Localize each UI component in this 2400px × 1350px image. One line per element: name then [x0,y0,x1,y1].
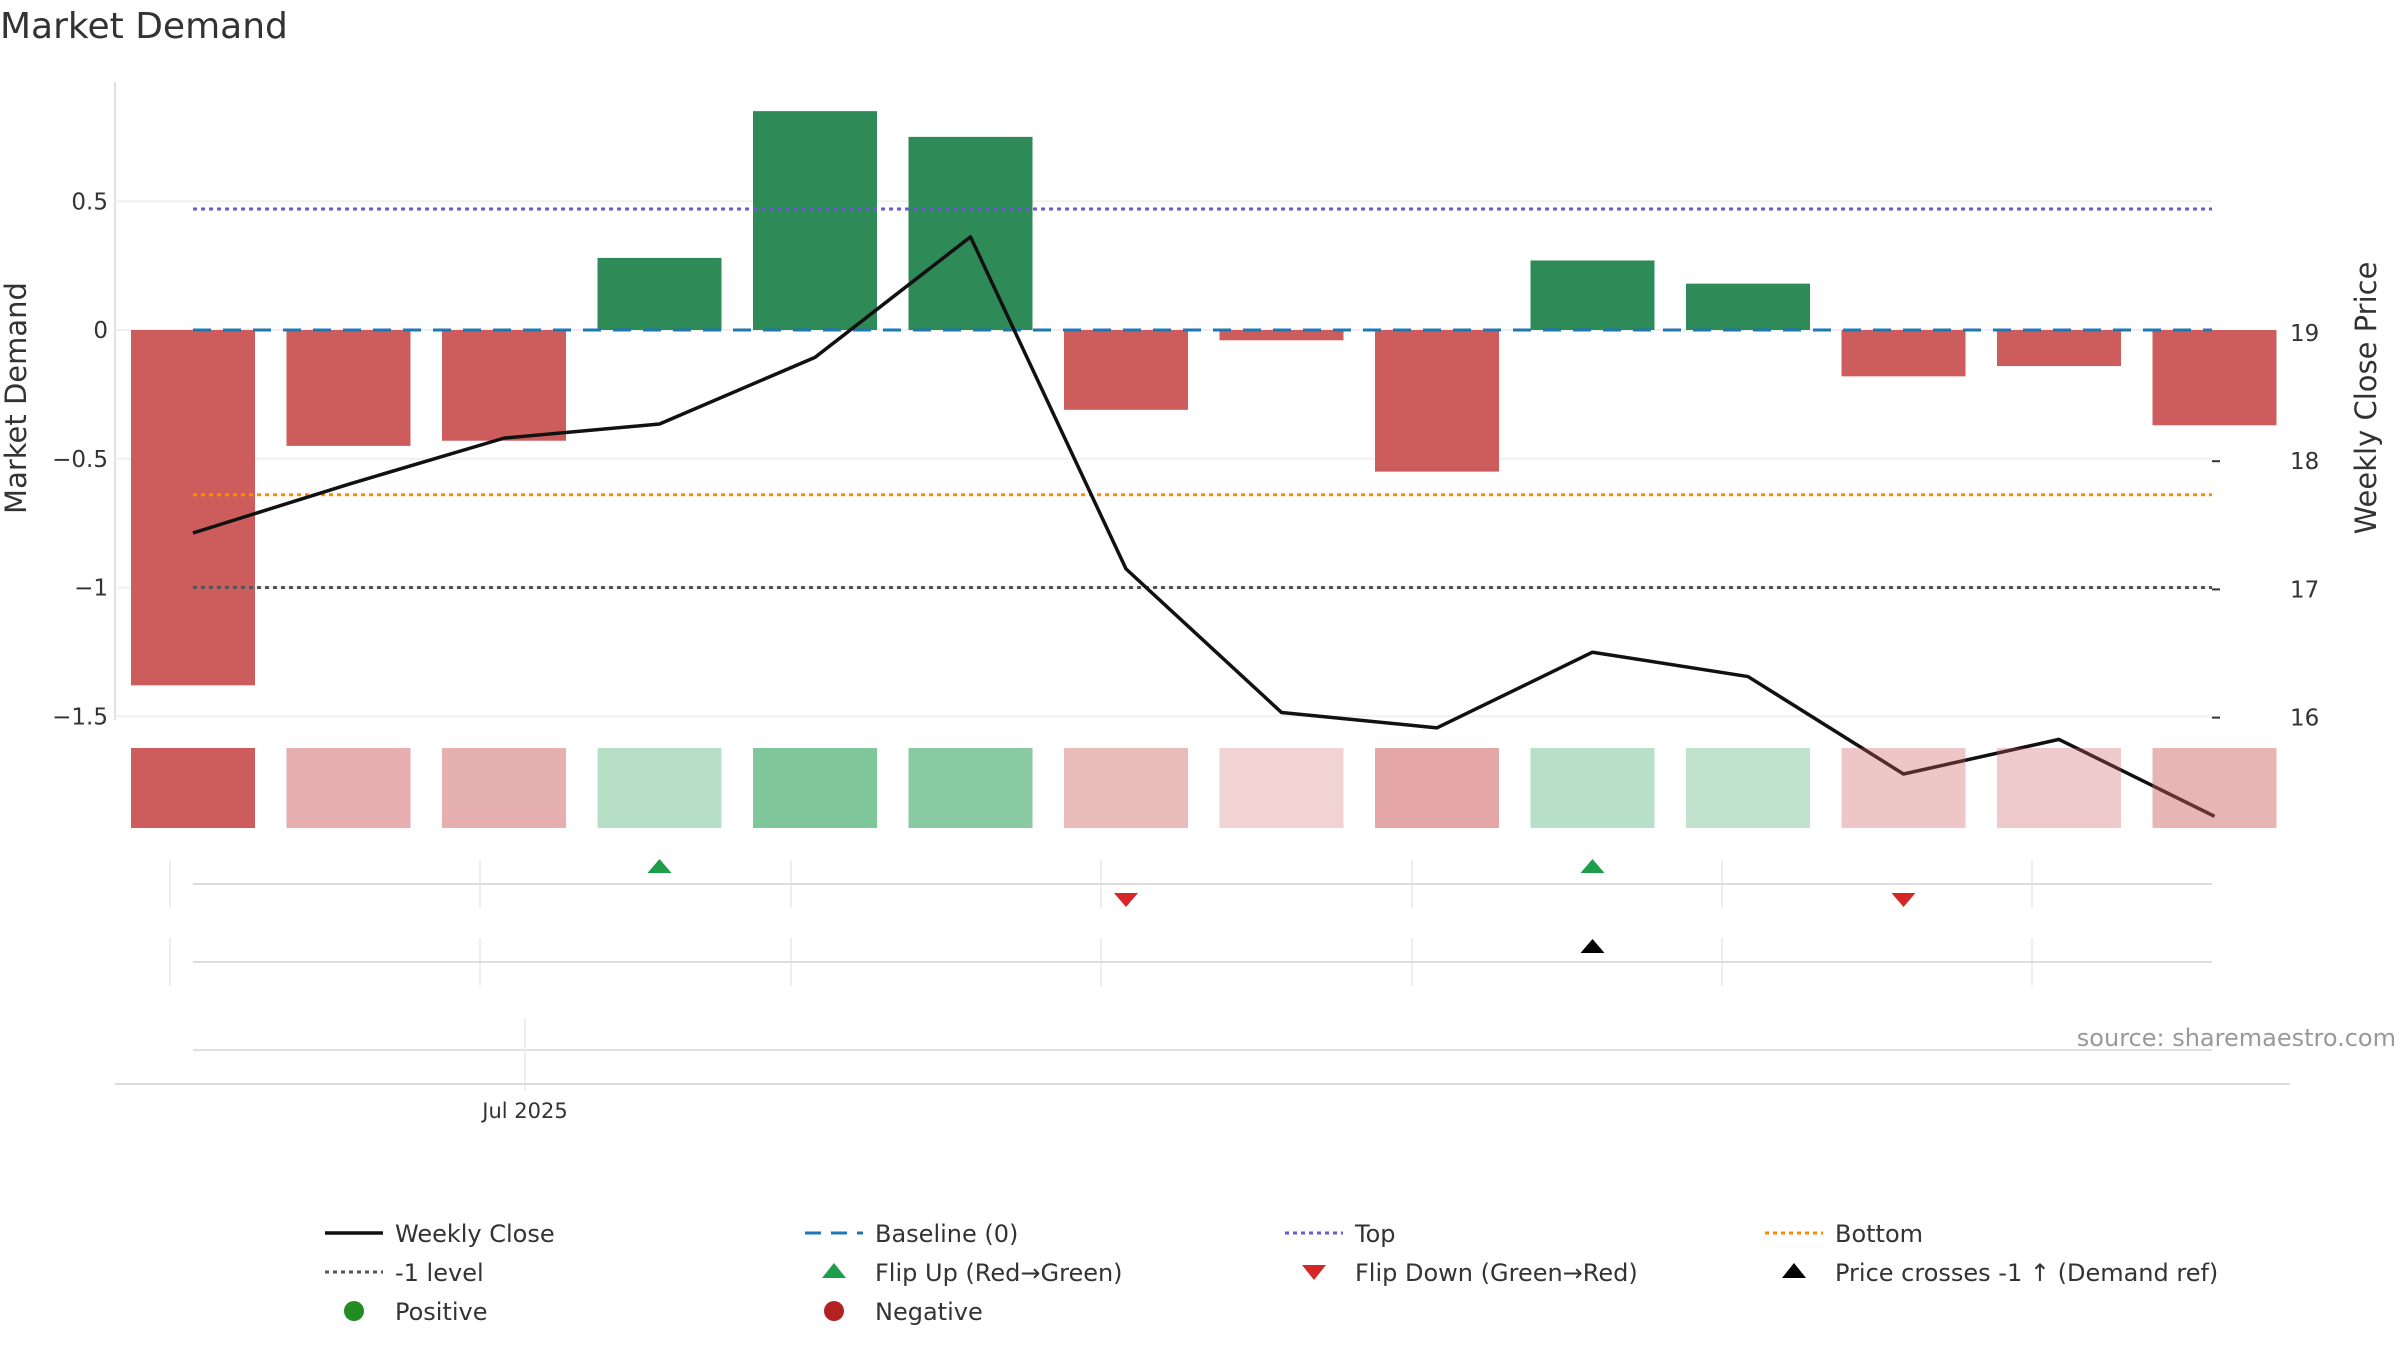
demand-heat-strip [131,748,2277,828]
demand-bar [908,136,1033,330]
heat-cell [1841,748,1966,828]
price-cross-marker [1580,939,1605,953]
demand-bar [1841,330,1966,377]
chart-title: Market Demand [0,6,288,47]
right-axis-title: Weekly Close Price [2349,262,2383,535]
right-tick-label: 16 [2290,706,2319,732]
heat-cell [1997,748,2121,828]
left-tick-label: −0.5 [52,447,108,473]
legend-item: Flip Up (Red→Green) [822,1259,1123,1287]
left-tick-label: −1 [74,576,108,602]
demand-bar [2152,330,2277,426]
x-tick-label: Jul 2025 [480,1099,567,1123]
right-tick-label: 18 [2290,449,2319,475]
triangle-down-icon [1302,1265,1326,1280]
weekly-close-line [192,235,2216,818]
right-tick-label: 19 [2290,321,2319,347]
demand-bars [131,111,2277,686]
right-tick-label: 17 [2290,577,2319,603]
legend-item: Positive [344,1298,488,1326]
heat-cell [597,748,722,828]
heat-cell [1064,748,1188,828]
demand-bar [286,330,411,446]
circle-icon [344,1301,364,1321]
demand-bar [753,111,877,330]
left-axis-title: Market Demand [0,282,33,514]
flip-down-marker [1114,893,1138,907]
legend-label: Bottom [1835,1220,1923,1248]
left-tick-label: −1.5 [52,704,108,730]
triangle-up-icon [1782,1263,1806,1278]
demand-bar [597,257,722,330]
legend-label: Flip Up (Red→Green) [875,1259,1123,1287]
left-tick-label: 0.5 [71,189,108,215]
legend-label: -1 level [395,1259,484,1287]
heat-cell [286,748,411,828]
right-axis-ticks: 19 18 17 16 [2212,321,2319,732]
heat-cell [1530,748,1655,828]
demand-bar [1219,330,1344,341]
legend-item: Negative [824,1298,983,1326]
legend-label: Positive [395,1298,488,1326]
heat-cell [908,748,1033,828]
legend-item: Top [1285,1220,1396,1248]
demand-bar [1375,330,1499,472]
heat-cell [753,748,877,828]
weekly-close-polyline [192,235,2216,818]
legend-item: -1 level [325,1259,484,1287]
demand-bar [131,330,255,686]
heat-cell [1375,748,1499,828]
price-cross-panel [169,938,2212,986]
legend-item: Baseline (0) [805,1220,1018,1248]
heat-cell [442,748,566,828]
legend-item: Price crosses -1 ↑ (Demand ref) [1782,1259,2218,1287]
legend: Weekly Close Baseline (0) Top Bottom -1 leve… [325,1220,2218,1326]
heat-cell [131,748,255,828]
legend-label: Baseline (0) [875,1220,1018,1248]
heat-cell [1219,748,1344,828]
legend-label: Negative [875,1298,983,1326]
demand-bar [1064,330,1188,410]
source-label: source: sharemaestro.com [2077,1024,2396,1052]
triangle-up-icon [822,1263,846,1278]
legend-item: Bottom [1765,1220,1923,1248]
left-axis-ticks: 0.5 0 −0.5 −1 −1.5 [52,189,108,730]
legend-label: Weekly Close [395,1220,555,1248]
legend-label: Price crosses -1 ↑ (Demand ref) [1835,1259,2218,1287]
circle-icon [824,1301,844,1321]
flip-up-marker [647,859,672,873]
demand-bar [1530,260,1655,330]
demand-bar [1686,283,1810,330]
demand-bar [442,330,566,441]
legend-item: Weekly Close [325,1220,555,1248]
left-tick-label: 0 [93,318,108,344]
flip-up-marker [1580,859,1605,873]
flip-down-marker [1891,893,1916,907]
flip-markers-panel [169,859,2212,908]
reference-lines [193,207,2212,589]
legend-item: Flip Down (Green→Red) [1302,1259,1638,1287]
heat-cell [2152,748,2277,828]
legend-label: Top [1354,1220,1396,1248]
legend-label: Flip Down (Green→Red) [1355,1259,1638,1287]
demand-bar [1997,330,2121,367]
heat-cell [1686,748,1810,828]
